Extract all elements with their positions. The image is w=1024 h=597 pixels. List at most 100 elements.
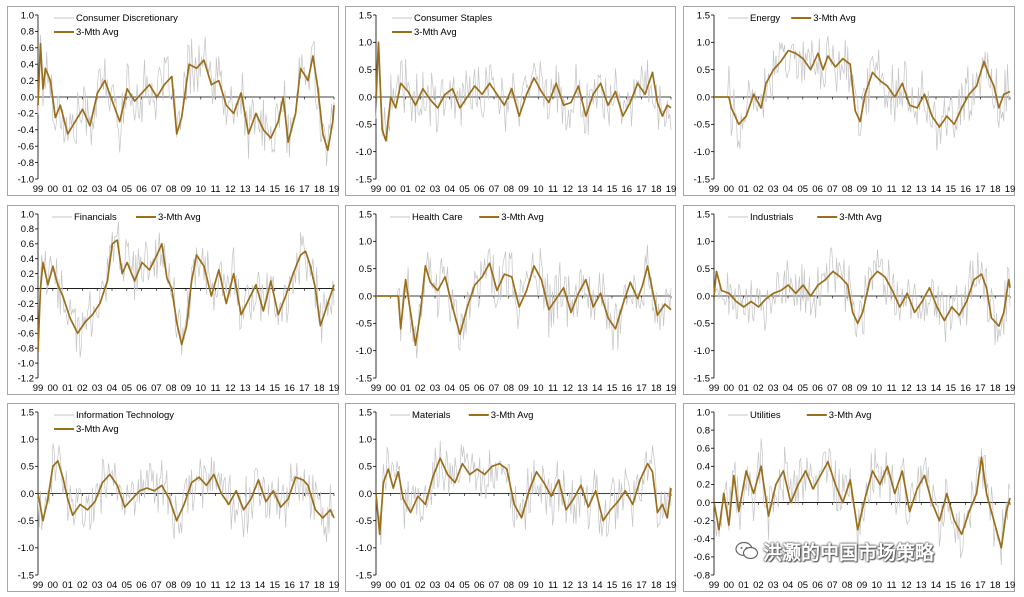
x-tick-label: 17	[636, 184, 647, 195]
x-tick-label: 03	[430, 383, 441, 394]
x-tick-label: 14	[255, 184, 266, 195]
y-tick-label: -0.5	[694, 319, 710, 330]
x-tick-label: 17	[975, 184, 986, 195]
x-tick-label: 18	[314, 580, 325, 591]
x-tick-label: 10	[872, 580, 883, 591]
x-tick-label: 03	[430, 184, 441, 195]
x-tick-label: 17	[975, 580, 986, 591]
y-tick-label: 0.2	[21, 76, 34, 87]
x-tick-label: 19	[329, 580, 340, 591]
x-tick-label: 03	[768, 184, 779, 195]
x-tick-label: 13	[577, 383, 588, 394]
y-tick-label: 0.5	[359, 264, 372, 275]
legend-label-series: Health Care	[412, 212, 463, 223]
x-tick-label: 16	[960, 383, 971, 394]
x-tick-label: 06	[474, 184, 485, 195]
x-tick-label: 14	[931, 184, 942, 195]
x-tick-label: 11	[211, 383, 221, 394]
y-tick-label: -0.5	[356, 516, 372, 527]
y-tick-label: 1.5	[697, 209, 710, 220]
x-tick-label: 13	[577, 580, 588, 591]
x-tick-label: 06	[812, 184, 823, 195]
series-line-raw	[37, 221, 335, 358]
x-tick-label: 10	[872, 184, 883, 195]
y-tick-label: 1.0	[21, 10, 34, 21]
x-tick-label: 05	[459, 580, 470, 591]
x-tick-label: 01	[738, 383, 749, 394]
y-tick-label: 1.0	[21, 209, 34, 220]
x-tick-label: 00	[724, 383, 735, 394]
x-tick-label: 05	[459, 383, 470, 394]
y-tick-label: 0.8	[697, 425, 710, 436]
x-tick-label: 13	[240, 383, 251, 394]
y-tick-label: 0.2	[697, 480, 710, 491]
chart-panel-9: 1.0 0.8 0.6 0.4 0.2 0.0 -0.2 -0.4 -0.6 -0.8 99 00 01…	[683, 403, 1015, 592]
x-tick-label: 05	[122, 580, 133, 591]
x-tick-label: 10	[196, 580, 207, 591]
y-tick-label: -0.6	[694, 552, 710, 563]
y-tick-label: 0.4	[21, 254, 34, 265]
x-tick-label: 04	[444, 184, 455, 195]
x-tick-label: 18	[651, 383, 662, 394]
legend-label-avg: 3-Mth Avg	[158, 212, 201, 223]
chart-panel-3: 1.5 1.0 0.5 0.0 -0.5 -1.0 -1.5 99 00 01 02 03 04 05 06…	[683, 6, 1015, 196]
x-tick-label: 01	[400, 184, 411, 195]
y-tick-label: 0.5	[359, 462, 372, 473]
y-tick-label: -0.5	[18, 516, 34, 527]
series-line-3mth-avg	[713, 270, 1011, 327]
x-tick-label: 10	[196, 383, 207, 394]
x-tick-label: 19	[666, 184, 677, 195]
x-tick-label: 18	[314, 383, 325, 394]
x-tick-label: 06	[474, 580, 485, 591]
x-tick-label: 11	[548, 580, 558, 591]
x-tick-label: 04	[444, 580, 455, 591]
y-tick-label: -1.0	[18, 174, 34, 185]
series-line-raw	[375, 440, 672, 545]
x-tick-label: 07	[151, 383, 162, 394]
y-tick-label: -1.0	[356, 147, 372, 158]
series-line-3mth-avg	[713, 456, 1011, 549]
y-tick-label: -0.2	[694, 516, 710, 527]
y-tick-label: 0.8	[21, 224, 34, 235]
x-tick-label: 19	[329, 383, 340, 394]
x-tick-label: 18	[651, 580, 662, 591]
chart-panel-4: 1.0 0.8 0.6 0.4 0.2 0.0 -0.2 -0.4 -0.6 -0.8 -1.0 -1…	[7, 205, 339, 395]
legend-label-avg: 3-Mth Avg	[76, 27, 119, 38]
y-tick-label: 1.0	[359, 237, 372, 248]
x-tick-label: 10	[533, 383, 544, 394]
x-tick-label: 01	[62, 580, 73, 591]
series-line-3mth-avg	[375, 41, 672, 142]
chart-panel-5: 1.5 1.0 0.5 0.0 -0.5 -1.0 -1.5 99 00 01 02 03 04 05 06…	[345, 205, 676, 395]
y-tick-label: 0.6	[21, 43, 34, 54]
y-tick-label: 1.5	[359, 407, 372, 418]
y-tick-label: -0.4	[18, 314, 34, 325]
x-tick-label: 17	[299, 580, 310, 591]
legend-label-series: Industrials	[750, 212, 794, 223]
chart-svg-9: 1.0 0.8 0.6 0.4 0.2 0.0 -0.2 -0.4 -0.6 -0.899 00 01…	[694, 407, 1016, 591]
y-tick-label: -1.5	[356, 174, 372, 185]
x-tick-label: 00	[385, 580, 396, 591]
chart-panel-2: 1.5 1.0 0.5 0.0 -0.5 -1.0 -1.5 99 00 01 02 03 04 05 06…	[345, 6, 676, 196]
x-tick-label: 12	[562, 184, 573, 195]
x-tick-label: 08	[166, 383, 177, 394]
x-tick-label: 00	[385, 184, 396, 195]
y-tick-label: -0.8	[18, 158, 34, 169]
y-tick-label: -0.5	[356, 319, 372, 330]
y-tick-label: -1.0	[694, 346, 710, 357]
x-tick-label: 11	[211, 184, 221, 195]
x-tick-label: 00	[48, 580, 59, 591]
x-tick-label: 99	[371, 184, 382, 195]
x-tick-label: 05	[798, 580, 809, 591]
x-tick-label: 06	[812, 580, 823, 591]
x-tick-label: 19	[329, 184, 340, 195]
x-tick-label: 18	[990, 383, 1001, 394]
x-tick-label: 08	[503, 184, 514, 195]
y-tick-label: 0.0	[697, 498, 710, 509]
x-tick-label: 12	[225, 184, 236, 195]
x-tick-label: 16	[284, 184, 295, 195]
y-tick-label: -0.8	[18, 343, 34, 354]
y-tick-label: -1.5	[694, 174, 710, 185]
x-tick-label: 13	[916, 184, 927, 195]
x-tick-label: 19	[666, 580, 677, 591]
x-tick-label: 02	[77, 184, 88, 195]
